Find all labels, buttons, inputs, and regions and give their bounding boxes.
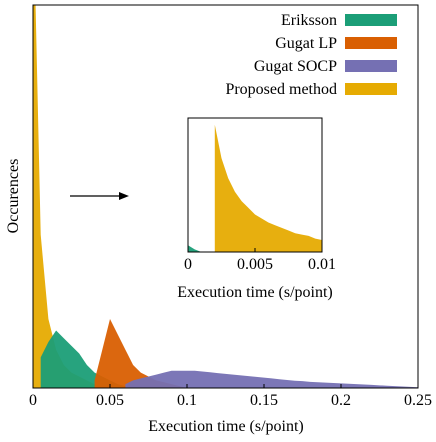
x-tick-label: 0.15 [250,392,278,409]
area-series [33,5,110,388]
area-series [214,124,322,252]
x-tick-label: 0.2 [331,392,351,409]
legend-swatch [345,83,397,95]
area-series [188,245,202,252]
legend-label: Gugat SOCP [254,58,337,75]
legend-label: Proposed method [225,81,337,98]
legend-label: Eriksson [281,12,337,29]
area-series [40,330,134,388]
inset-x-axis-label: Execution time (s/point) [177,284,333,301]
arrow-head [119,192,129,200]
area-series [125,370,418,388]
x-tick-label: 0.25 [404,392,432,409]
x-tick-label: 0 [184,256,192,273]
x-axis-label: Execution time (s/point) [148,418,304,435]
area-series [94,319,187,388]
x-tick-label: 0.01 [308,256,336,273]
legend-swatch [345,60,397,72]
inset-plot-area [188,124,322,252]
legend: Eriksson Gugat LP Gugat SOCP Proposed metho… [225,12,397,98]
legend-swatch [345,37,397,49]
x-tick-label: 0 [29,392,37,409]
plot-area [33,5,418,388]
legend-label: Gugat LP [275,35,337,52]
x-tick-label: 0.1 [177,392,197,409]
x-tick-label: 0.05 [96,392,124,409]
frame [32,4,419,389]
y-axis-label: Occurences [5,159,22,234]
x-tick-label: 0.005 [237,256,273,273]
legend-swatch [345,14,397,26]
